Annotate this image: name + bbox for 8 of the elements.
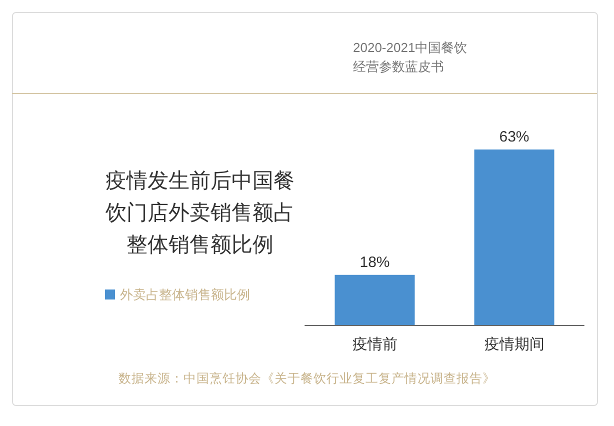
text: 疫情发生前后中国餐饮门店外卖销售额占整体销售额比例 <box>104 170 294 256</box>
legend-label: 外卖占整体销售额比例 <box>120 287 250 302</box>
source-note: 数据来源：中国烹饪协会《关于餐饮行业复工复产情况调查报告》 <box>118 370 496 386</box>
x-tick-label: 疫情前 <box>352 336 398 353</box>
x-tick-label: 疫情期间 <box>484 336 544 353</box>
data-label: 63% <box>499 128 530 146</box>
chart-subtitle: 2020-2021中国餐饮经营参数蓝皮书 <box>353 40 468 74</box>
data-label: 18% <box>360 254 390 271</box>
